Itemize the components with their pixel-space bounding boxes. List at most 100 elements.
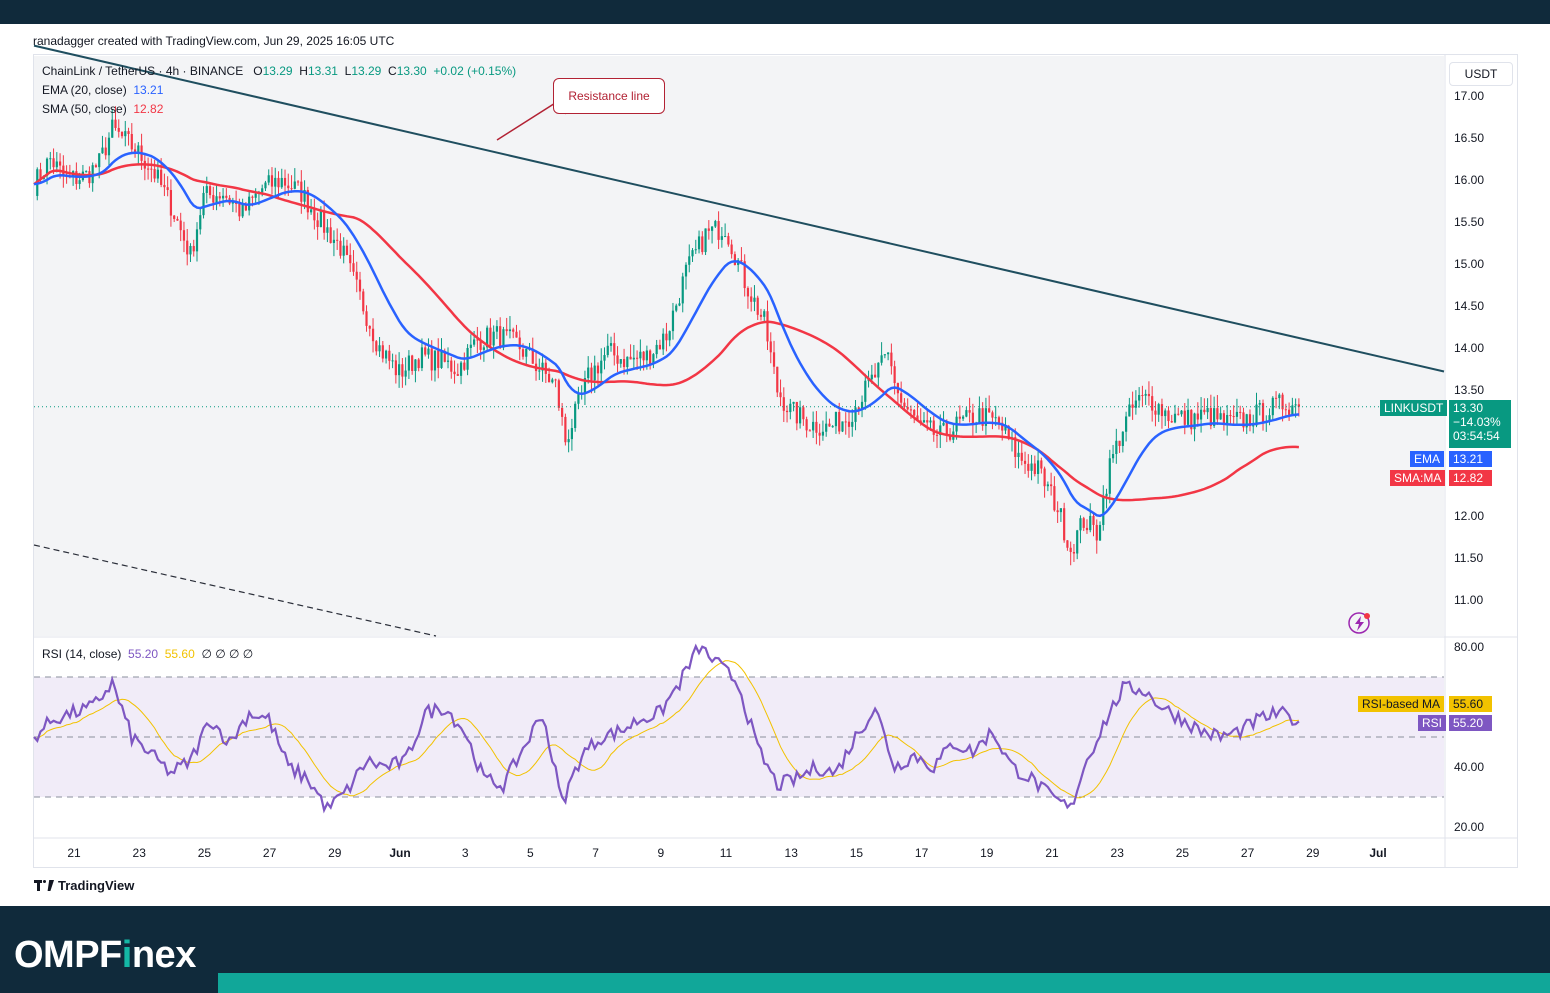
rsi-axis-value: 55.20 (1449, 715, 1492, 731)
candle-body (691, 250, 694, 257)
candle-body (182, 230, 186, 241)
last-price-box: 13.30 −14.03% 03:54:54 (1449, 400, 1511, 448)
sma-tag: SMA:MA (1390, 470, 1446, 486)
candle-body (769, 341, 772, 353)
candle-body (107, 137, 111, 156)
candle-body (561, 407, 564, 417)
candle-body (939, 425, 942, 436)
time-tick-label: 9 (657, 846, 664, 860)
candle-body (310, 209, 313, 213)
candle-body (476, 339, 479, 341)
candle-body (779, 392, 782, 398)
price-tick-label: 15.50 (1454, 215, 1484, 229)
candle-body (437, 350, 440, 368)
rsi-legend[interactable]: RSI (14, close) 55.20 55.60 ∅ ∅ ∅ ∅ (42, 647, 254, 661)
candle-body (710, 226, 714, 231)
candle-body (482, 347, 485, 350)
sma-legend[interactable]: SMA (50, close) 12.82 (42, 102, 164, 116)
candle-body (440, 350, 443, 368)
candle-body (55, 161, 58, 168)
candle-body (564, 416, 567, 443)
candle-body (495, 326, 499, 332)
candle-body (1206, 408, 1209, 413)
candle-body (58, 161, 62, 166)
candle-body (756, 297, 759, 315)
candle-body (296, 181, 300, 183)
currency-selector[interactable]: USDT (1449, 62, 1513, 86)
candle-body (971, 412, 974, 425)
candle-body (515, 331, 518, 338)
candle-body (391, 360, 394, 362)
candle-body (994, 417, 997, 419)
candle-body (619, 359, 622, 364)
candle-body (1170, 421, 1173, 423)
candle-body (1258, 403, 1261, 405)
candle-body (368, 325, 371, 329)
ema-axis-value: 13.21 (1449, 451, 1492, 467)
resistance-callout[interactable]: Resistance line (553, 78, 665, 114)
rsi-tick-label: 20.00 (1454, 820, 1484, 834)
tradingview-icon (34, 880, 54, 891)
candle-body (958, 416, 961, 419)
candle-body (1017, 452, 1020, 457)
candle-body (205, 186, 208, 193)
ompfinex-logo: OMPFinex (14, 934, 196, 976)
high-value: 13.31 (307, 64, 338, 78)
candle-body (160, 169, 163, 185)
chart-credit: ranadagger created with TradingView.com,… (33, 34, 395, 48)
price-tick-label: 15.00 (1454, 257, 1484, 271)
candle-body (978, 408, 981, 423)
candle-body (274, 177, 277, 187)
candle-body (254, 193, 257, 198)
candle-body (906, 406, 909, 410)
candle-body (916, 415, 919, 421)
candle-body (834, 411, 838, 427)
alert-dot-icon (1364, 613, 1370, 619)
candle-body (815, 421, 818, 433)
candle-body (942, 422, 945, 426)
candle-body (469, 344, 472, 348)
candle-body (430, 348, 433, 371)
time-tick-label: 17 (915, 846, 929, 860)
candle-body (1118, 440, 1121, 446)
candle-body (375, 341, 378, 352)
ema-legend[interactable]: EMA (20, close) 13.21 (42, 83, 164, 97)
low-value: 13.29 (351, 64, 382, 78)
candle-body (326, 227, 329, 233)
candle-body (264, 182, 267, 189)
candle-body (714, 221, 717, 227)
candle-body (362, 291, 365, 312)
candle-body (632, 357, 635, 360)
candle-body (166, 187, 169, 191)
price-tick-label: 13.50 (1454, 383, 1484, 397)
candle-body (1291, 405, 1294, 415)
open-value: 13.29 (262, 64, 293, 78)
candle-body (1036, 460, 1040, 475)
candle-body (316, 220, 319, 228)
candle-body (727, 236, 730, 245)
candle-body (1242, 412, 1245, 428)
candle-body (179, 220, 182, 231)
candle-body (772, 352, 776, 367)
candle-body (707, 228, 710, 231)
candle-body (358, 279, 362, 292)
price-pane-bg (34, 56, 1444, 636)
candle-body (329, 227, 332, 243)
candle-body (616, 355, 619, 364)
tradingview-logo[interactable]: TradingView (34, 878, 134, 893)
candle-body (352, 263, 355, 272)
candle-body (287, 185, 290, 189)
candle-body (521, 349, 525, 357)
candle-body (782, 397, 785, 411)
candle-body (502, 329, 505, 348)
candle-body (554, 379, 557, 381)
candle-body (587, 367, 590, 379)
candle-body (652, 354, 655, 365)
candle-body (384, 350, 388, 359)
candle-body (730, 244, 733, 255)
candle-body (531, 348, 534, 364)
time-tick-label: 21 (1045, 846, 1059, 860)
candle-body (407, 355, 410, 371)
candle-body (1235, 411, 1239, 417)
